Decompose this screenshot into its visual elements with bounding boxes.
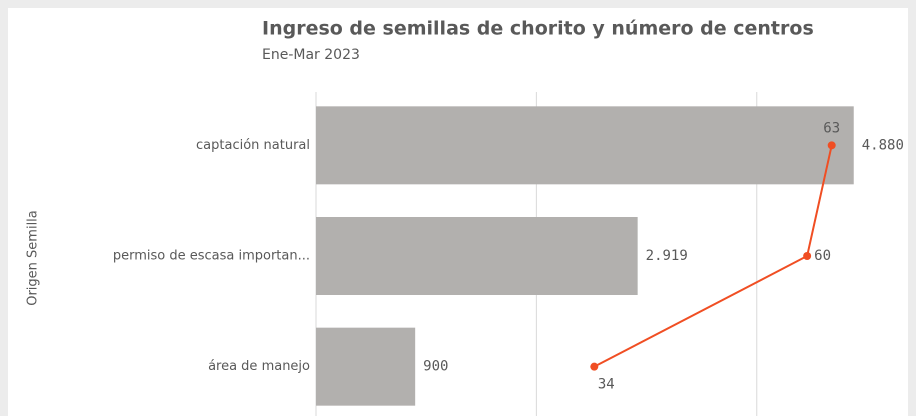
bar-value-label: 2.919: [646, 248, 688, 264]
bar-value-label: 900: [423, 359, 448, 375]
line-value-label: 60: [814, 248, 831, 264]
chart-subtitle: Ene-Mar 2023: [262, 47, 360, 63]
y-tick-label: área de manejo: [208, 359, 310, 374]
y-tick-label: permiso de escasa importan...: [113, 249, 310, 264]
bar: [316, 106, 854, 185]
bar: [316, 327, 416, 406]
line-point: [590, 362, 599, 371]
line-point: [827, 141, 836, 150]
chart-title: Ingreso de semillas de chorito y número …: [262, 18, 814, 40]
panel: [8, 8, 908, 416]
bar: [316, 217, 638, 295]
line-value-label: 34: [598, 377, 615, 393]
y-axis-label: Origen Semilla: [26, 210, 41, 306]
line-point: [803, 252, 812, 260]
line-value-label: 63: [823, 120, 840, 136]
bar-value-label: 4.880: [862, 137, 904, 153]
y-tick-label: captación natural: [196, 138, 310, 153]
